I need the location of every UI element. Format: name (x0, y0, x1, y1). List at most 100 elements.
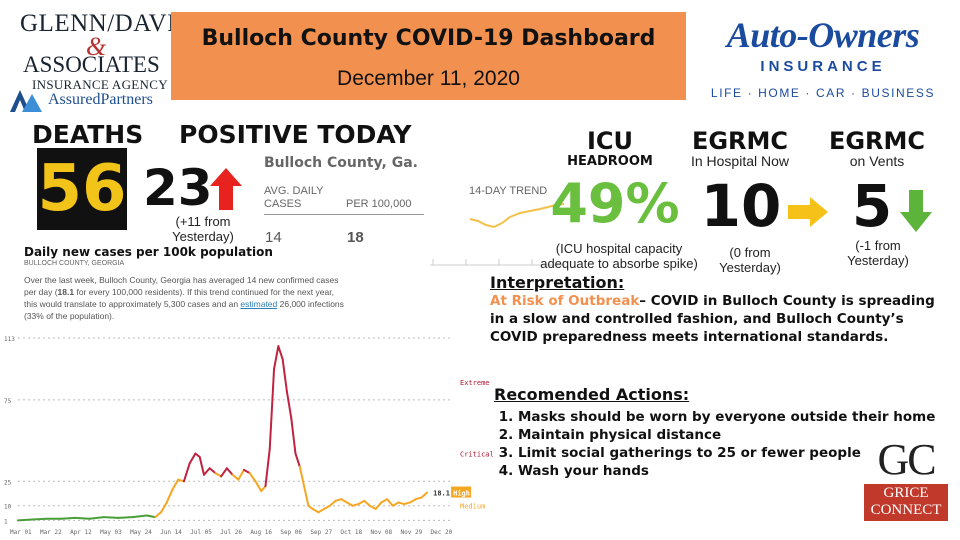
series-segment (88, 516, 105, 520)
grice-line-2: CONNECT (870, 502, 942, 518)
estimated-link[interactable]: estimated (240, 299, 278, 309)
threshold-label: Medium (460, 503, 485, 511)
x-tick-label: Sep 27 (310, 529, 332, 536)
series-segment (281, 358, 288, 393)
hospital-note-line-2: Yesterday) (719, 260, 781, 275)
series-segment (311, 507, 320, 514)
summary-part-2: for every 100,000 residents). If this tr… (24, 287, 334, 309)
series-segment (220, 467, 228, 478)
series-segment (346, 501, 354, 507)
arrow-down-icon (900, 190, 932, 232)
hospital-subtitle: In Hospital Now (690, 153, 790, 169)
risk-level: At Risk of Outbreak (490, 293, 640, 309)
avg-daily-header: AVG. DAILY CASES (264, 185, 324, 211)
grice-connect-logo: GC GRICE CONNECT (864, 435, 948, 522)
icu-subtitle: HEADROOM (567, 154, 653, 169)
trend-header: 14-DAY TREND (469, 185, 548, 197)
series-segment (357, 499, 366, 506)
series-segment (254, 480, 263, 493)
chart-subtitle: BULLOCH COUNTY, GEORGIA (24, 260, 125, 267)
dashboard-date: December 11, 2020 (337, 67, 520, 90)
series-segment (363, 499, 371, 507)
glenn-davis-logo: GLENN/DAVIS & ASSOCIATES INSURANCE AGENC… (6, 4, 190, 112)
series-segment (165, 488, 174, 504)
icu-title: ICU (586, 127, 634, 155)
y-tick-label: 113 (4, 336, 15, 343)
series-segment (243, 468, 251, 475)
series-segment (102, 516, 120, 519)
series-segment (323, 504, 331, 510)
action-item: Masks should be worn by everyone outside… (518, 408, 944, 426)
deaths-value: 56 (37, 152, 127, 226)
vents-note-line-1: (-1 from (855, 238, 901, 253)
series-segment (328, 499, 337, 507)
dashboard-header: Bulloch County COVID-19 Dashboard Decemb… (171, 12, 686, 100)
actions-list: Masks should be worn by everyone outside… (494, 408, 944, 480)
series-segment (131, 514, 148, 519)
x-tick-label: Aug 16 (250, 529, 272, 536)
interpretation: Interpretation: At Risk of Outbreak– COV… (490, 274, 950, 346)
county-summary: Over the last week, Bulloch County, Geor… (24, 274, 344, 322)
icu-note-line-1: (ICU hospital capacity (555, 241, 683, 256)
series-segment (294, 452, 301, 468)
series-segment (303, 485, 310, 507)
series-segment (154, 511, 163, 519)
actions-title: Recomended Actions: (494, 385, 690, 404)
hospital-value: 10 (700, 172, 782, 240)
assured-partners-icon (10, 90, 42, 112)
avg-daily-header-line-2: CASES (264, 198, 302, 210)
grice-mark: GC (877, 435, 936, 484)
interpretation-text: – COVID in Bulloch County is spreading i… (490, 293, 935, 345)
series-segment (380, 498, 389, 504)
series-segment (225, 467, 234, 476)
x-tick-label: Nov 08 (370, 529, 392, 536)
county-title: Bulloch County, Ga. (264, 155, 418, 171)
x-tick-label: Jun 14 (160, 529, 182, 536)
arrow-right-icon (788, 197, 828, 227)
series-segment (273, 345, 280, 370)
series-segment (145, 514, 157, 519)
series-segment (277, 345, 284, 361)
x-tick-label: Sep 06 (280, 529, 302, 536)
series-segment (290, 416, 297, 455)
chart-title: Daily new cases per 100k population (24, 245, 273, 259)
recommended-actions: Recomended Actions: Masks should be worn… (494, 385, 944, 480)
series-segment (59, 516, 77, 520)
series-segment (408, 498, 417, 504)
threshold-label: Extreme (460, 379, 490, 387)
series-segment (188, 452, 197, 465)
avg-daily-header-line-1: AVG. DAILY (264, 185, 324, 197)
vents-title: EGRMC (828, 127, 926, 155)
current-value-label: 18.1 (433, 490, 450, 498)
series-segment (17, 518, 34, 522)
series-segment (264, 447, 271, 488)
interpretation-title: Interpretation: (490, 273, 625, 292)
series-segment (202, 467, 211, 476)
vents-note-line-2: Yesterday) (847, 253, 909, 268)
vents-subtitle: on Vents (849, 153, 905, 169)
action-item: Maintain physical distance (518, 426, 944, 444)
series-segment (340, 498, 349, 504)
deaths-label: DEATHS (32, 120, 144, 149)
series-segment (208, 467, 217, 475)
positive-label: POSITIVE TODAY (179, 120, 412, 149)
series-segment (317, 507, 326, 514)
series-segment (237, 468, 246, 481)
current-badge (451, 486, 472, 498)
logo-ampersand: & (86, 32, 107, 61)
vents-note: (-1 from Yesterday) (828, 238, 928, 268)
x-tick-label: May 24 (130, 529, 152, 536)
icu-value: 49% (550, 172, 680, 235)
x-tick-label: Mar 22 (40, 529, 62, 536)
positive-value: 23 (143, 159, 213, 217)
logo-line-4: AssuredPartners (48, 91, 153, 108)
series-segment (260, 485, 267, 493)
hospital-title: EGRMC (691, 127, 789, 155)
x-tick-label: Nov 29 (401, 529, 423, 536)
series-segment (214, 472, 223, 478)
x-tick-label: Oct 18 (340, 529, 362, 536)
series-segment (386, 498, 394, 507)
y-tick-label: 1 (4, 518, 8, 525)
x-tick-label: May 03 (100, 529, 122, 536)
